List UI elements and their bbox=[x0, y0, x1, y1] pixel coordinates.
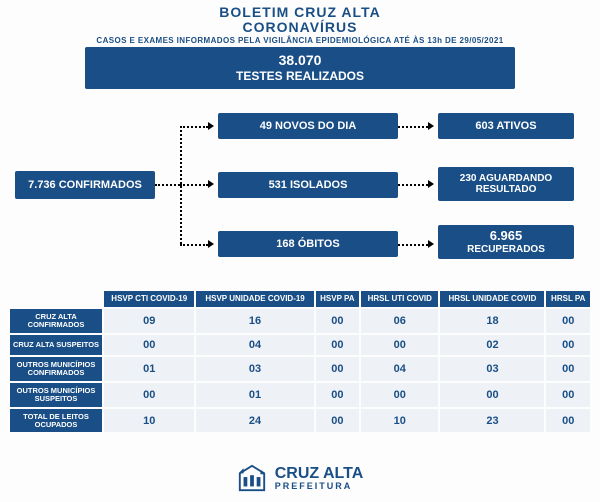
box-recuperados: 6.965 RECUPERADOS bbox=[438, 225, 574, 259]
box-novos: 49 NOVOS DO DIA bbox=[218, 113, 398, 139]
arrow-icon bbox=[208, 122, 214, 130]
cell: 00 bbox=[316, 383, 359, 407]
row-header: OUTROS MUNICÍPIOS SUSPEITOS bbox=[10, 383, 102, 407]
arrow-icon bbox=[208, 180, 214, 188]
cell: 00 bbox=[361, 335, 438, 355]
cell: 03 bbox=[440, 357, 544, 381]
col-header: HRSL UTI COVID bbox=[361, 291, 438, 307]
box-obitos: 168 ÓBITOS bbox=[218, 231, 398, 257]
cell: 02 bbox=[440, 335, 544, 355]
connector bbox=[398, 244, 428, 246]
arrow-icon bbox=[428, 240, 434, 248]
box-aguardando: 230 AGUARDANDO RESULTADO bbox=[438, 167, 574, 201]
cell: 04 bbox=[196, 335, 313, 355]
hospital-table: HSVP CTI COVID-19HSVP UNIDADE COVID-19HS… bbox=[8, 289, 592, 434]
cell: 06 bbox=[361, 309, 438, 333]
cell: 00 bbox=[316, 309, 359, 333]
cell: 00 bbox=[546, 309, 590, 333]
row-header: TOTAL DE LEITOS OCUPADOS bbox=[10, 409, 102, 433]
cell: 00 bbox=[440, 383, 544, 407]
table-row: TOTAL DE LEITOS OCUPADOS102400102300 bbox=[10, 409, 590, 433]
cell: 04 bbox=[361, 357, 438, 381]
header: BOLETIM CRUZ ALTA CORONAVÍRUS CASOS E EX… bbox=[0, 0, 600, 45]
cell: 16 bbox=[196, 309, 313, 333]
box-ativos: 603 ATIVOS bbox=[438, 113, 574, 139]
cell: 09 bbox=[104, 309, 194, 333]
cell: 00 bbox=[546, 383, 590, 407]
cell: 00 bbox=[316, 409, 359, 433]
col-header: HSVP UNIDADE COVID-19 bbox=[196, 291, 313, 307]
cell: 00 bbox=[316, 335, 359, 355]
cell: 00 bbox=[546, 409, 590, 433]
header-note: CASOS E EXAMES INFORMADOS PELA VIGILÂNCI… bbox=[0, 36, 600, 45]
cell: 23 bbox=[440, 409, 544, 433]
cell: 01 bbox=[104, 357, 194, 381]
cell: 00 bbox=[546, 335, 590, 355]
tests-panel: 38.070 TESTES REALIZADOS bbox=[85, 47, 515, 89]
cell: 00 bbox=[316, 357, 359, 381]
table-row: OUTROS MUNICÍPIOS SUSPEITOS000100000000 bbox=[10, 383, 590, 407]
brand-text: CRUZ ALTA PREFEITURA bbox=[275, 466, 364, 491]
connector bbox=[398, 126, 428, 128]
arrow-icon bbox=[428, 122, 434, 130]
recuperados-num: 6.965 bbox=[467, 229, 545, 244]
cell: 00 bbox=[546, 357, 590, 381]
cell: 03 bbox=[196, 357, 313, 381]
arrow-icon bbox=[208, 240, 214, 248]
cell: 00 bbox=[361, 383, 438, 407]
box-isolados: 531 ISOLADOS bbox=[218, 172, 398, 198]
bulletin-root: BOLETIM CRUZ ALTA CORONAVÍRUS CASOS E EX… bbox=[0, 0, 600, 502]
cell: 10 bbox=[104, 409, 194, 433]
arrow-icon bbox=[428, 180, 434, 188]
table-row: OUTROS MUNICÍPIOS CONFIRMADOS01030004030… bbox=[10, 357, 590, 381]
city-crest-icon bbox=[237, 462, 267, 494]
connector bbox=[180, 184, 208, 186]
row-header: OUTROS MUNICÍPIOS CONFIRMADOS bbox=[10, 357, 102, 381]
cell: 00 bbox=[104, 335, 194, 355]
cell: 01 bbox=[196, 383, 313, 407]
table-corner bbox=[10, 291, 102, 307]
brand-sub: PREFEITURA bbox=[275, 482, 364, 491]
cell: 18 bbox=[440, 309, 544, 333]
cell: 24 bbox=[196, 409, 313, 433]
row-header: CRUZ ALTA CONFIRMADOS bbox=[10, 309, 102, 333]
header-subtitle: CORONAVÍRUS bbox=[0, 19, 600, 35]
col-header: HRSL PA bbox=[546, 291, 590, 307]
col-header: HRSL UNIDADE COVID bbox=[440, 291, 544, 307]
table-row: CRUZ ALTA SUSPEITOS000400000200 bbox=[10, 335, 590, 355]
cell: 00 bbox=[104, 383, 194, 407]
tests-label: TESTES REALIZADOS bbox=[85, 69, 515, 83]
connector bbox=[398, 184, 428, 186]
connector bbox=[155, 184, 180, 186]
tests-value: 38.070 bbox=[85, 52, 515, 68]
connector bbox=[180, 244, 208, 246]
col-header: HSVP PA bbox=[316, 291, 359, 307]
row-header: CRUZ ALTA SUSPEITOS bbox=[10, 335, 102, 355]
box-confirmados: 7.736 CONFIRMADOS bbox=[15, 171, 155, 199]
table: HSVP CTI COVID-19HSVP UNIDADE COVID-19HS… bbox=[8, 289, 592, 434]
footer: CRUZ ALTA PREFEITURA bbox=[0, 462, 600, 494]
cell: 10 bbox=[361, 409, 438, 433]
flow-diagram: 7.736 CONFIRMADOS 49 NOVOS DO DIA 531 IS… bbox=[0, 95, 600, 285]
brand-name: CRUZ ALTA bbox=[275, 466, 364, 482]
table-row: CRUZ ALTA CONFIRMADOS091600061800 bbox=[10, 309, 590, 333]
connector bbox=[180, 126, 208, 128]
col-header: HSVP CTI COVID-19 bbox=[104, 291, 194, 307]
header-title: BOLETIM CRUZ ALTA bbox=[0, 4, 600, 20]
recuperados-label: RECUPERADOS bbox=[467, 244, 545, 256]
